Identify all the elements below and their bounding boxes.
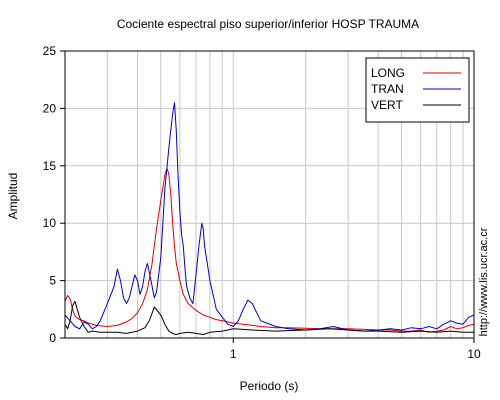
x-axis-label: Periodo (s) (240, 379, 299, 393)
series-line-long (64, 167, 475, 333)
legend: LONG TRAN VERT (365, 57, 470, 123)
plot-frame (64, 50, 475, 339)
y-axis-ticks: 0 5 10 15 20 25 (43, 44, 65, 345)
y-tick-label: 5 (49, 274, 56, 288)
series-lines (64, 102, 475, 336)
source-url-text: http://www.lis.ucr.ac.cr (478, 227, 490, 336)
series-line-vert (64, 300, 474, 336)
y-tick-label: 20 (43, 101, 57, 115)
series-line-tran (64, 102, 475, 332)
y-tick-label: 0 (49, 331, 56, 345)
chart-title: Cociente espectral piso superior/inferio… (117, 17, 419, 31)
y-tick-label: 15 (43, 159, 57, 173)
legend-label-tran: TRAN (371, 82, 404, 96)
legend-box (365, 57, 470, 123)
x-tick-label: 1 (230, 347, 237, 361)
legend-label-vert: VERT (371, 98, 403, 112)
y-tick-label: 10 (43, 216, 57, 230)
x-tick-label: 10 (467, 347, 481, 361)
legend-label-long: LONG (371, 66, 405, 80)
x-axis-ticks: 1 10 (230, 338, 481, 361)
y-axis-label: Amplitud (6, 173, 20, 220)
y-tick-label: 25 (43, 44, 57, 58)
